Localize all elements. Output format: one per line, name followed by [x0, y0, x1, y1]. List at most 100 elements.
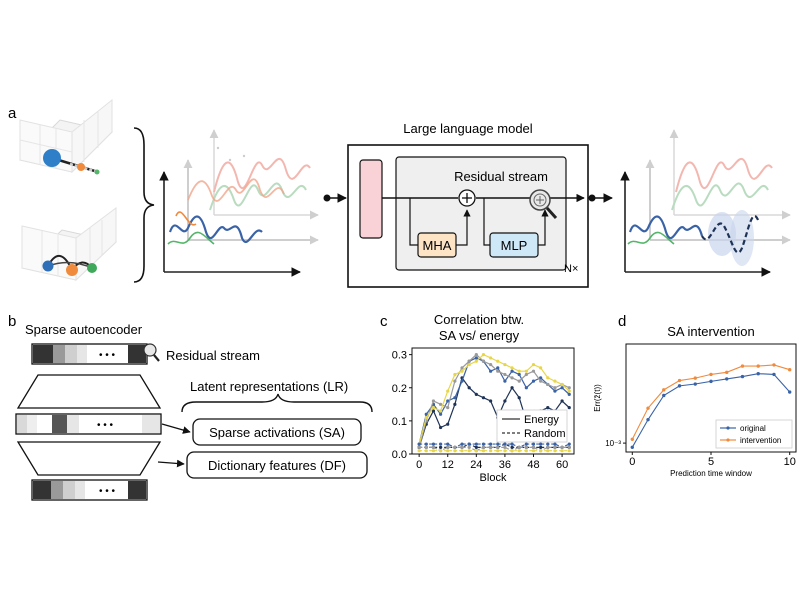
- chart-c-point: [503, 449, 507, 453]
- chart-c-point: [481, 353, 486, 357]
- sae-latent-vector: • • •: [15, 413, 162, 435]
- chart-d-point-intervention: [709, 372, 713, 377]
- chart-c-point: [431, 406, 436, 410]
- chart-c-point: [503, 362, 507, 367]
- chart-d-point-intervention: [740, 364, 745, 368]
- panel-c-letter: c: [380, 313, 388, 330]
- chart-c-point: [489, 442, 493, 446]
- chart-c-point: [560, 399, 564, 403]
- chart-d-point-intervention: [677, 378, 682, 383]
- chart-c-point: [546, 376, 550, 380]
- chart-c-point: [524, 449, 528, 453]
- chart-c-series-line: [418, 376, 570, 448]
- mlp-block: [489, 232, 539, 258]
- chart-c-point: [553, 379, 557, 383]
- chart-c-point: [503, 372, 507, 377]
- pendulum-mass-orange: [77, 163, 85, 171]
- chart-c-point: [438, 442, 443, 446]
- chart-c-point: [489, 356, 493, 360]
- chart-c-point: [446, 449, 450, 453]
- chart-c-point: [431, 449, 436, 453]
- panel-d: d SA intervention 0 5 10 10⁻³ Err(ẑ(t)) Pre…: [593, 313, 797, 478]
- residual-stream-label: Residual stream: [454, 169, 548, 184]
- sae-input-dots: • • •: [99, 350, 116, 361]
- chart-c-point: [510, 386, 514, 390]
- chart-c-point: [503, 379, 507, 383]
- pendulum-mass-blue: [43, 149, 61, 167]
- dictionary-features-label: Dictionary features (DF): [208, 458, 346, 473]
- chart-c-point: [560, 386, 564, 390]
- chart-c-point: [553, 442, 557, 446]
- chart-c-point: [431, 445, 436, 449]
- chart-c-ytick-label: 0.2: [392, 383, 407, 395]
- embedding-block: [359, 159, 383, 239]
- chart-c-series-line: [419, 446, 570, 452]
- pendulum-scene-top: [19, 98, 113, 175]
- chart-d-ylabel: Err(ẑ(t)): [593, 384, 602, 412]
- chart-c-point: [524, 372, 528, 377]
- decoder-trapezoid: [16, 441, 162, 476]
- sae-residual-label: Residual stream: [166, 348, 260, 363]
- chart-c-point: [553, 386, 557, 390]
- chart-c-point: [417, 442, 421, 446]
- chart-c-ytick-label: 0.1: [392, 416, 407, 428]
- body-orange: [66, 264, 78, 276]
- chart-d-ytick-label: 10⁻³: [605, 439, 621, 448]
- chart-c-point: [553, 389, 557, 393]
- chart-c-xtick-label: 60: [556, 459, 568, 471]
- chart-c-point: [446, 442, 450, 446]
- chart-c-point: [453, 372, 457, 377]
- chart-c-point: [503, 399, 507, 403]
- chart-c-point: [560, 449, 564, 453]
- chart-d-point-intervention: [788, 367, 792, 372]
- legend-random: Random: [524, 428, 566, 440]
- chart-c-point: [517, 379, 521, 383]
- chart-c-point: [489, 362, 493, 367]
- input-timeseries-stack: [159, 129, 319, 277]
- chart-c-xtick-label: 12: [442, 459, 454, 471]
- chart-c-xtick-label: 36: [499, 459, 511, 471]
- repeat-label: N×: [564, 263, 578, 275]
- chart-c-point: [510, 445, 514, 449]
- chart-c-point: [539, 376, 543, 380]
- mlp-label: MLP: [501, 238, 528, 253]
- chart-c-series-line: [418, 353, 570, 445]
- chart-c-point: [424, 442, 428, 446]
- chart-c-series-line: [419, 443, 570, 449]
- chart-d-point-original: [772, 372, 776, 377]
- chart-d-point-original: [693, 382, 697, 386]
- chart-c-ytick-label: 0.3: [392, 350, 407, 362]
- chart-c-point: [460, 379, 464, 383]
- chart-c-point: [517, 396, 521, 400]
- chart-c-point: [539, 445, 543, 449]
- chart-c-point: [481, 359, 486, 363]
- llm-title: Large language model: [403, 121, 532, 136]
- chart-c-point: [474, 445, 478, 449]
- chart-c-point: [438, 409, 443, 413]
- chart-c-point: [567, 389, 571, 393]
- chart-c-point: [496, 442, 500, 446]
- chart-c-point: [510, 442, 514, 446]
- chart-d-ticks: 0 5 10 10⁻³: [605, 439, 796, 468]
- latent-brace: [181, 393, 373, 413]
- chart-d-point-intervention: [662, 388, 666, 392]
- chart-d-point-original: [788, 390, 792, 394]
- chart-c-point: [567, 449, 571, 453]
- chart-c-point: [481, 442, 486, 446]
- chart-c-point: [531, 362, 536, 367]
- chart-c-point: [567, 445, 571, 449]
- chart-c-point: [446, 389, 450, 393]
- chart-c-point: [503, 442, 507, 446]
- chart-d-point-intervention: [756, 364, 760, 368]
- chart-c-point: [517, 445, 521, 449]
- panel-d-letter: d: [618, 313, 626, 330]
- chart-c-point: [467, 386, 471, 390]
- chart-c-point: [460, 445, 464, 449]
- chart-c-point: [560, 445, 564, 449]
- chart-c-point: [539, 449, 543, 453]
- chart-d-point-original: [630, 445, 634, 450]
- panel-b-letter: b: [8, 313, 16, 330]
- chart-c-point: [531, 445, 536, 449]
- chart-c-point: [546, 406, 550, 410]
- chart-d-title: SA intervention: [667, 324, 754, 339]
